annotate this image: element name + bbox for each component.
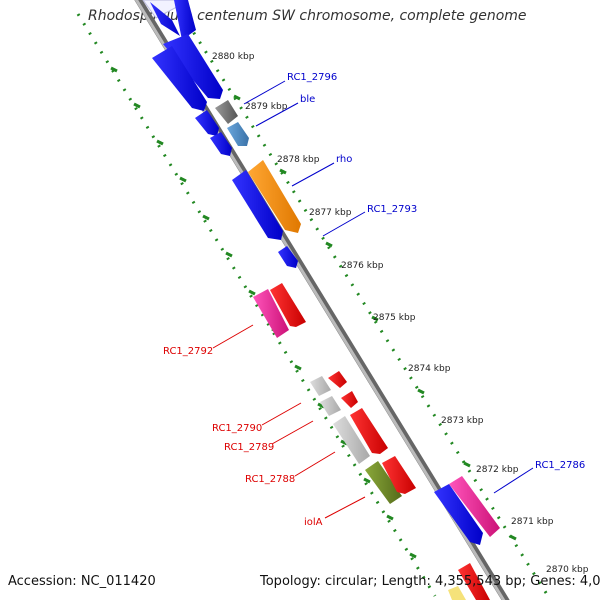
gene-label-rho[interactable]: rho — [336, 154, 352, 165]
gene-label-rc1-2788[interactable]: RC1_2788 — [245, 474, 295, 485]
gene-feature-top-blue-2[interactable] — [174, 0, 196, 40]
leader-rc1-2788 — [294, 451, 336, 477]
tick-mark — [509, 534, 517, 541]
gene-label-rc1-2786[interactable]: RC1_2786 — [535, 460, 585, 471]
tick-label-2879: 2879 kbp — [245, 102, 288, 112]
tick-mark — [294, 364, 302, 371]
gene-feature-rc1-2793[interactable] — [232, 170, 283, 240]
gene-label-rc1-2789[interactable]: RC1_2789 — [224, 442, 274, 453]
gene-feature-red-lower[interactable] — [382, 456, 416, 494]
gene-feature-iola[interactable] — [365, 461, 402, 504]
tick-mark — [363, 477, 371, 484]
gene-feature-rc1-2792-pink[interactable] — [253, 289, 289, 338]
leader-rc1-2789 — [271, 420, 314, 445]
gene-feature-ble[interactable] — [227, 122, 249, 146]
gene-feature-bottom-yellow[interactable] — [448, 586, 466, 600]
gene-feature-light-gray-3[interactable] — [333, 416, 370, 464]
gene-feature-light-gray-1[interactable] — [310, 376, 331, 396]
gene-feature-blue-tiny[interactable] — [278, 246, 298, 268]
tick-mark — [248, 289, 256, 296]
leader-rc1-2786 — [493, 467, 534, 494]
tick-label-2870: 2870 kbp — [546, 565, 589, 575]
gene-feature-rho[interactable] — [248, 160, 301, 233]
tick-label-2874: 2874 kbp — [408, 364, 451, 374]
tick-mark — [179, 176, 187, 183]
tick-label-2872: 2872 kbp — [476, 465, 519, 475]
leader-iola — [324, 496, 366, 519]
gene-label-rc1-2790[interactable]: RC1_2790 — [212, 423, 262, 434]
gene-label-iola[interactable]: iolA — [304, 517, 323, 528]
genome-summary-text: Topology: circular; Length: 4,355,543 bp… — [260, 574, 600, 589]
gene-feature-rc1-2786-pink[interactable] — [449, 476, 500, 537]
outer-dotted-guide — [180, 13, 550, 597]
tick-mark — [409, 552, 417, 559]
gene-feature-rc1-2790[interactable] — [328, 371, 347, 388]
map-title: Rhodospirillum centenum SW chromosome, c… — [88, 8, 527, 24]
tick-mark — [133, 102, 141, 109]
tick-label-2875: 2875 kbp — [373, 313, 416, 323]
tick-mark — [325, 241, 333, 248]
tick-mark — [110, 66, 118, 73]
leader-rc1-2790 — [261, 402, 302, 426]
tick-mark — [279, 168, 287, 175]
gene-label-ble[interactable]: ble — [300, 94, 315, 105]
gene-feature-blue-long[interactable] — [152, 46, 207, 111]
gene-feature-rc1-2788[interactable] — [350, 408, 388, 454]
tick-mark — [417, 388, 425, 395]
gene-feature-light-gray-2[interactable] — [320, 396, 341, 416]
gene-feature-rc1-2786-blue[interactable] — [434, 484, 483, 545]
gene-feature-blue-small-2[interactable] — [210, 132, 232, 156]
tick-label-2871: 2871 kbp — [511, 517, 554, 527]
tick-label-2876: 2876 kbp — [341, 261, 384, 271]
tick-mark — [202, 214, 210, 221]
leader-rc1-2796 — [243, 80, 286, 105]
inner-dotted-guide — [76, 13, 437, 597]
tick-mark — [233, 94, 241, 101]
gene-feature-bottom-red[interactable] — [458, 563, 490, 600]
leader-ble — [255, 102, 299, 127]
gene-label-rc1-2796[interactable]: RC1_2796 — [287, 72, 337, 83]
tick-label-2878: 2878 kbp — [277, 155, 320, 165]
leader-rc1-2792 — [212, 324, 254, 349]
tick-label-2880: 2880 kbp — [212, 52, 255, 62]
gene-label-rc1-2792[interactable]: RC1_2792 — [163, 346, 213, 357]
tick-label-2873: 2873 kbp — [441, 416, 484, 426]
tick-mark — [225, 251, 233, 258]
gene-feature-rc1-2796[interactable] — [163, 34, 223, 99]
gene-feature-rc1-2789[interactable] — [341, 391, 358, 408]
tick-mark — [371, 315, 379, 322]
tick-label-2877: 2877 kbp — [309, 208, 352, 218]
gene-feature-gray[interactable] — [215, 100, 238, 124]
tick-mark — [463, 461, 471, 468]
tick-mark — [156, 139, 164, 146]
gene-feature-blue-small-1[interactable] — [195, 110, 219, 136]
leader-rho — [291, 162, 335, 187]
leader-rc1-2793 — [322, 211, 366, 237]
accession-text: Accession: NC_011420 — [8, 574, 156, 589]
gene-feature-top-blue[interactable] — [150, 2, 180, 36]
gene-label-rc1-2793[interactable]: RC1_2793 — [367, 204, 417, 215]
tick-mark — [386, 514, 394, 521]
gene-feature-rc1-2792-red[interactable] — [270, 283, 306, 327]
